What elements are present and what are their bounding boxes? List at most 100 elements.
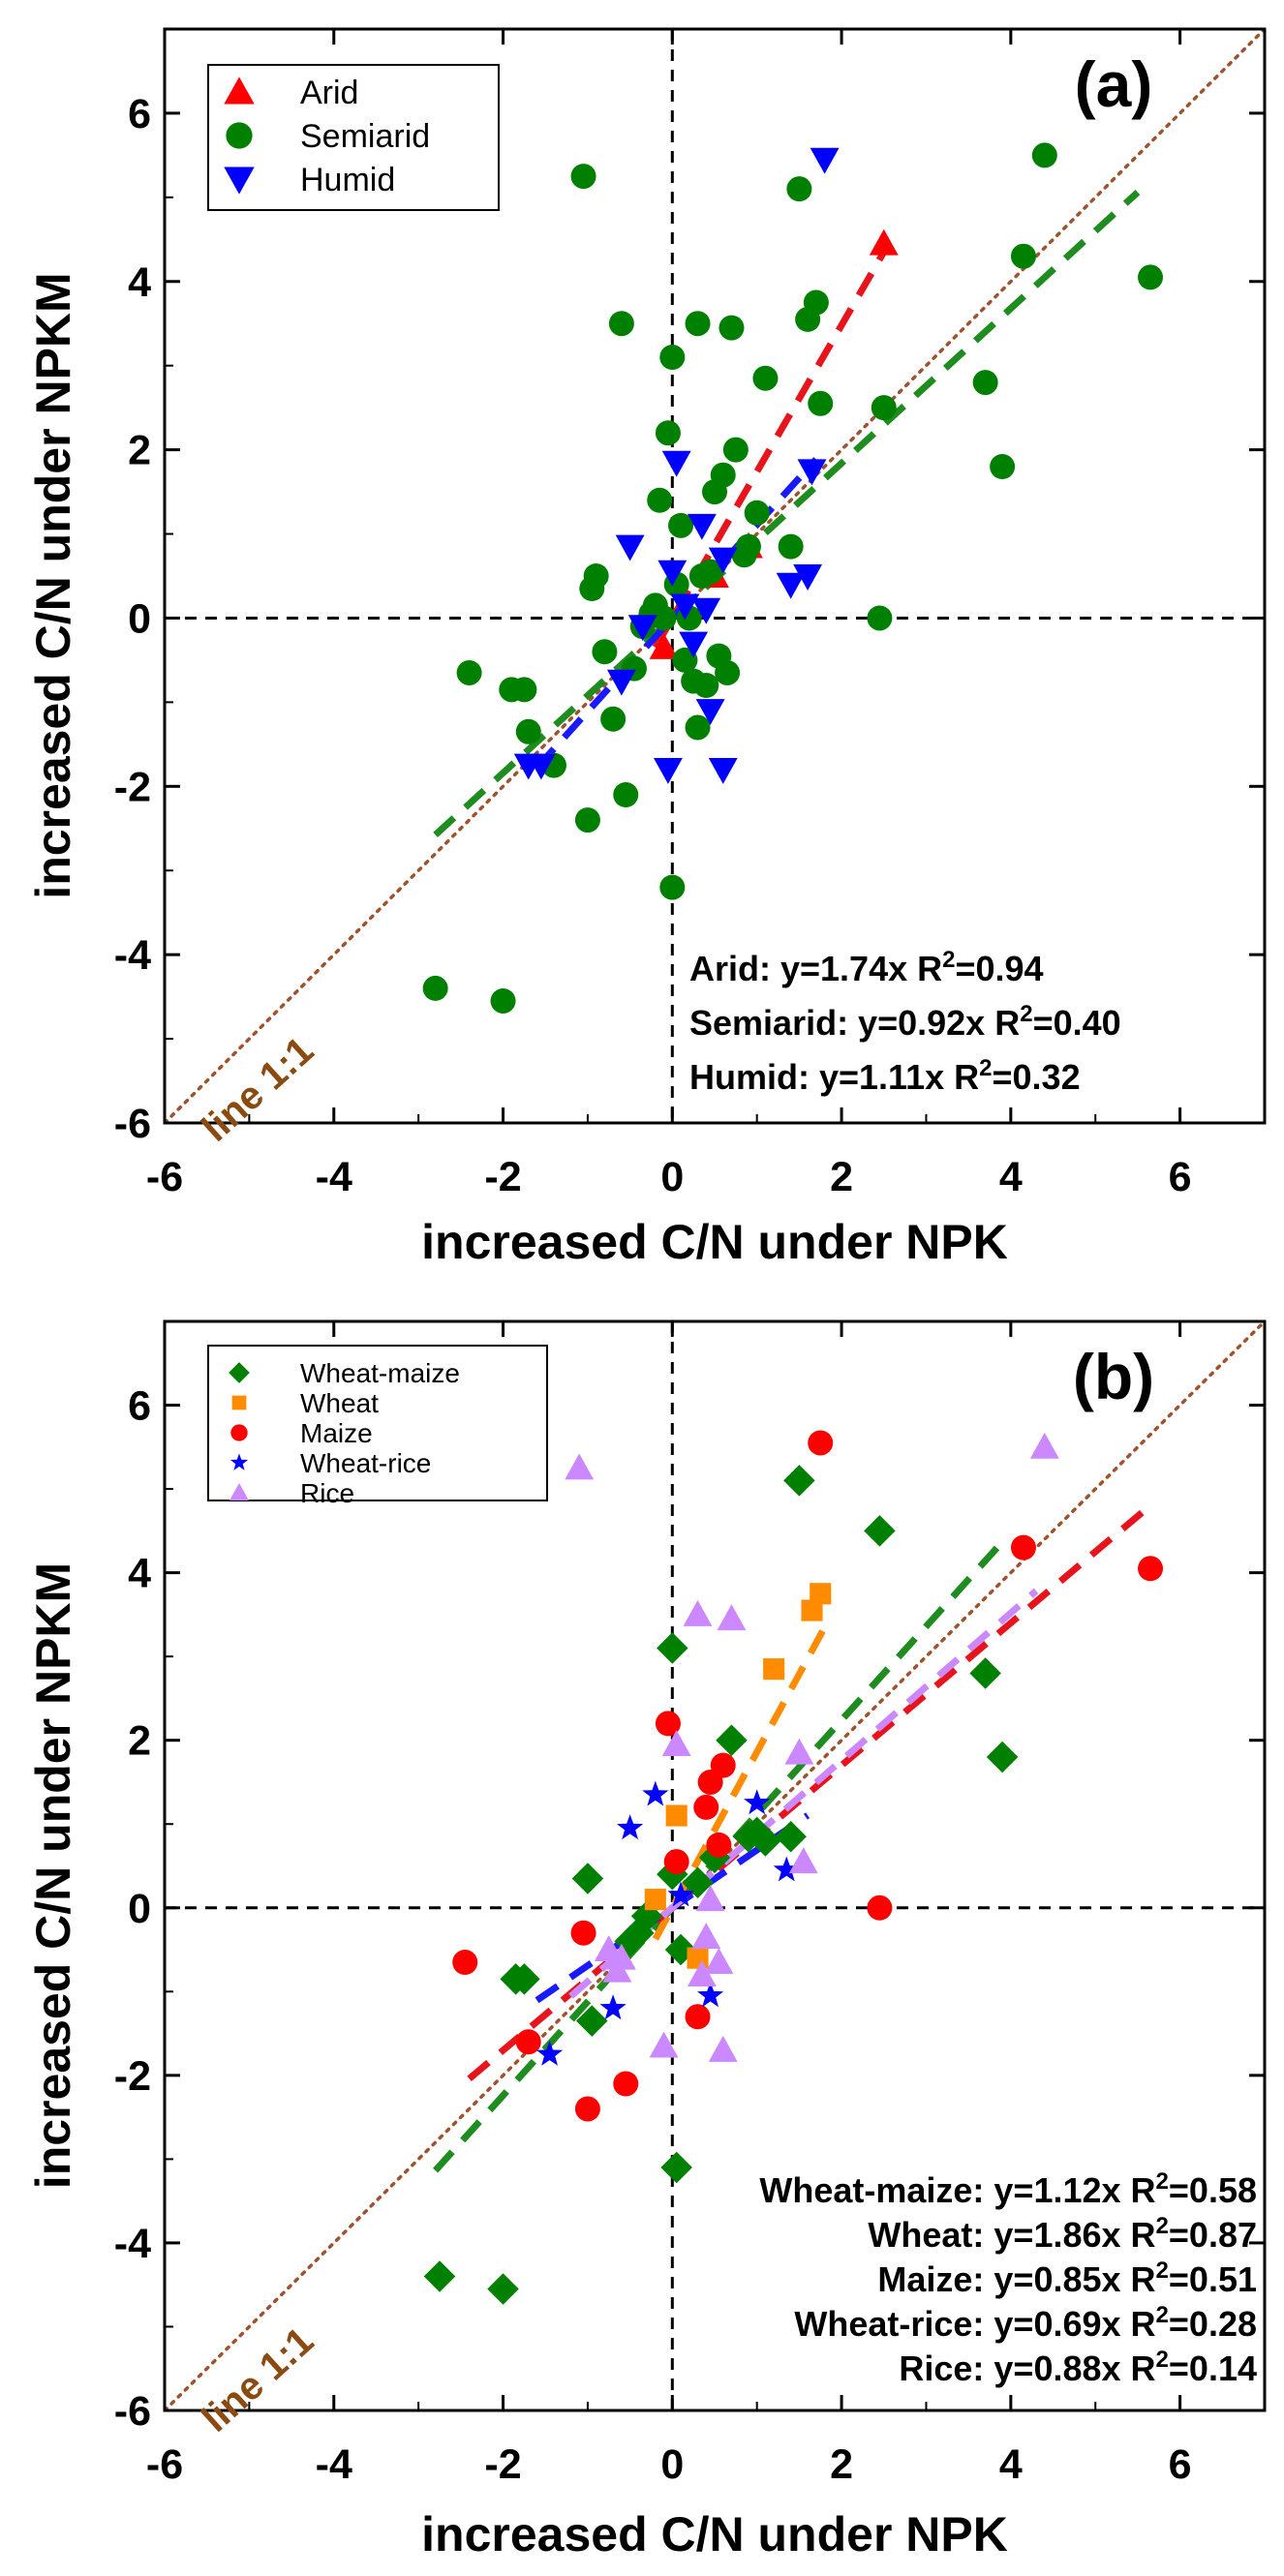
data-point-rice [565, 1453, 595, 1480]
x-tick-label: 6 [1169, 2441, 1192, 2488]
legend-label: Wheat [300, 1388, 379, 1418]
data-point-arid [869, 228, 899, 256]
data-point-semiarid [778, 533, 804, 560]
fit-equation-r2: =0.58 [1169, 2170, 1257, 2210]
data-point-humid [695, 699, 725, 726]
data-point-rice [661, 1730, 691, 1756]
data-point-semiarid [651, 605, 677, 631]
fit-equation-r2: =0.14 [1169, 2349, 1257, 2388]
data-point-arid [649, 632, 679, 659]
x-tick-label: 0 [660, 2441, 684, 2488]
one-to-one-label: line 1:1 [194, 2319, 321, 2440]
data-point-semiarid [786, 176, 812, 202]
data-point-semiarid [655, 420, 681, 446]
legend-marker-semiarid [226, 122, 253, 149]
data-point-humid [615, 534, 645, 561]
fit-equation: Rice: y=0.88x R2=0.14 [899, 2347, 1257, 2388]
data-point-wheat [665, 1804, 688, 1827]
data-point-humid [793, 564, 823, 591]
data-point-humid [627, 615, 657, 642]
fit-equation-superscript: 2 [1156, 2213, 1169, 2239]
data-point-wheat-maize [969, 1657, 1001, 1689]
y-tick-label: 4 [128, 259, 151, 306]
data-point-semiarid [871, 395, 897, 421]
data-point-humid [526, 753, 556, 780]
fit-equation-text: Humid: y=1.11x R [689, 1057, 979, 1097]
legend-label: Rice [300, 1478, 354, 1508]
y-tick-label: -2 [114, 764, 151, 810]
data-point-wheat [644, 1889, 666, 1911]
y-tick-label: 4 [128, 1551, 151, 1597]
data-point-humid [657, 560, 688, 587]
data-point-wheat-maize [657, 1632, 688, 1664]
fit-equation-text: Rice: y=0.88x R [899, 2349, 1155, 2388]
data-point-wheat-rice [697, 1982, 724, 2008]
fit-equation-r2: =0.28 [1169, 2304, 1257, 2344]
plot-frame [163, 27, 1267, 1125]
legend-marker-maize [230, 1424, 248, 1441]
data-point-semiarid [659, 874, 686, 900]
x-tick-label: 2 [830, 2441, 853, 2488]
data-point-rice [649, 2031, 679, 2058]
fit-equation: Wheat-rice: y=0.69x R2=0.28 [794, 2302, 1257, 2344]
data-point-rice [687, 1960, 717, 1986]
y-tick-label: -4 [114, 2221, 151, 2267]
legend-marker-rice [229, 1483, 249, 1500]
fit-equation-text: Wheat-rice: y=0.69x R [794, 2304, 1155, 2344]
data-point-humid [691, 597, 721, 624]
data-point-rice [784, 1738, 814, 1765]
data-point-humid [797, 459, 827, 486]
y-tick-label: 0 [128, 1886, 151, 1932]
data-point-maize [515, 2029, 541, 2055]
fit-line-arid [652, 250, 887, 650]
legend-marker-arid [224, 76, 255, 105]
data-point-semiarid [583, 563, 609, 589]
panel-label: (b) [1073, 1341, 1154, 1412]
legend-marker-wheat-rice [229, 1453, 249, 1470]
data-point-humid [708, 757, 738, 784]
fit-equation-superscript: 2 [942, 947, 955, 973]
data-point-humid [687, 513, 717, 540]
data-point-maize [570, 1920, 596, 1946]
fit-equation: Maize: y=0.85x R2=0.51 [877, 2258, 1257, 2299]
legend-label: Maize [300, 1418, 373, 1448]
data-point-semiarid [808, 390, 834, 416]
fit-equation-text: Arid: y=1.74x R [689, 949, 942, 988]
data-point-wheat [763, 1658, 785, 1681]
data-point-maize [574, 2096, 600, 2122]
data-point-semiarid [803, 289, 829, 316]
data-point-semiarid [592, 639, 618, 665]
x-axis-label: increased C/N under NPK [421, 2507, 1008, 2561]
fit-equation-r2: =0.51 [1169, 2259, 1257, 2299]
data-point-rice [683, 1599, 713, 1626]
data-point-semiarid [735, 533, 761, 560]
data-point-semiarid [608, 311, 634, 337]
fit-equation-superscript: 2 [1020, 1001, 1032, 1027]
x-tick-label: -4 [316, 1154, 352, 1200]
data-point-wheat-rice [773, 1856, 800, 1882]
data-point-semiarid [511, 677, 537, 703]
fit-equation-r2: =0.87 [1169, 2215, 1257, 2255]
fit-equation: Humid: y=1.11x R2=0.32 [689, 1055, 1081, 1097]
fit-equation: Wheat-maize: y=1.12x R2=0.58 [759, 2168, 1257, 2210]
data-point-wheat-maize [775, 1820, 807, 1853]
data-point-semiarid [515, 718, 541, 744]
x-tick-label: 6 [1169, 1154, 1192, 1200]
data-point-maize [867, 1894, 893, 1921]
data-point-maize [693, 1794, 719, 1820]
data-point-semiarid [990, 454, 1016, 479]
data-point-rice [695, 1885, 725, 1912]
data-point-semiarid [867, 605, 893, 631]
fit-equation-superscript: 2 [1156, 2347, 1169, 2373]
data-point-semiarid [659, 345, 686, 370]
legend-box [207, 64, 500, 211]
data-point-maize [706, 1832, 732, 1858]
fit-equation-text: Wheat-maize: y=1.12x R [759, 2170, 1155, 2210]
data-point-humid [810, 147, 840, 174]
data-point-wheat-rice [617, 1814, 644, 1840]
data-point-semiarid [693, 673, 719, 698]
y-tick-label: 6 [128, 1383, 151, 1430]
data-point-semiarid [647, 487, 673, 513]
data-point-semiarid [715, 659, 741, 685]
